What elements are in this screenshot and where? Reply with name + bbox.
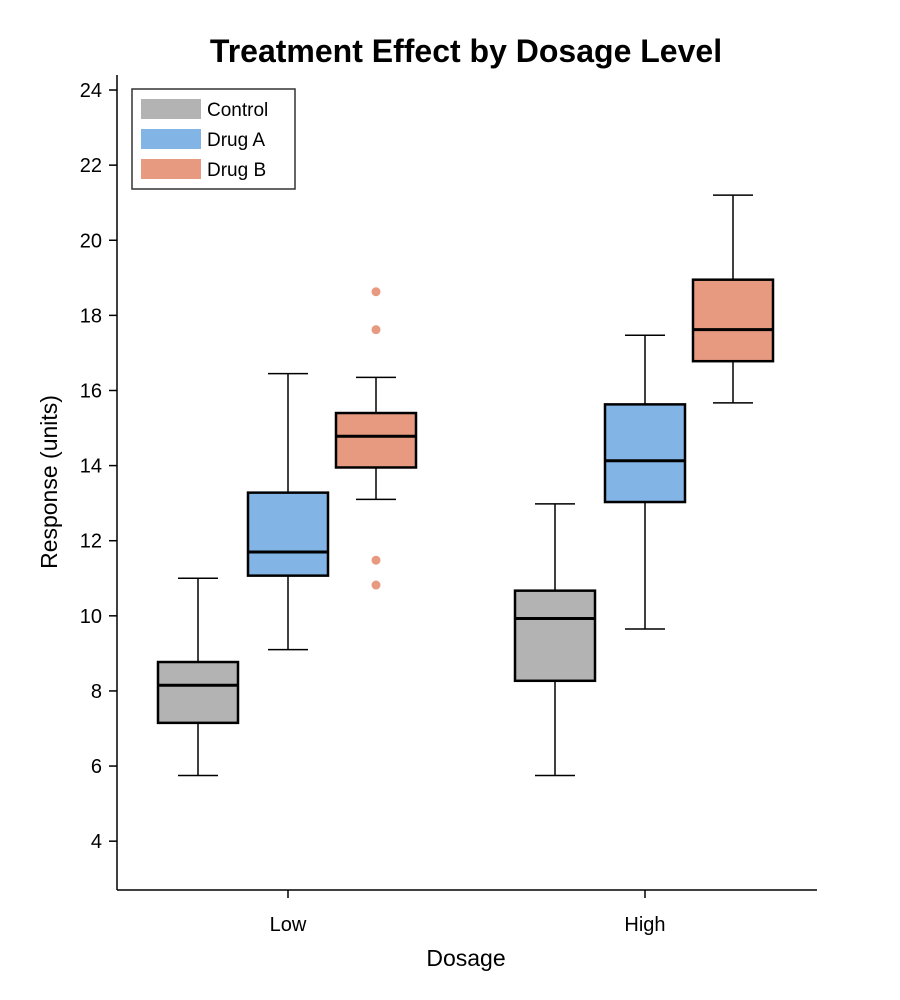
y-tick-label: 10 bbox=[80, 606, 102, 628]
box-control-high bbox=[513, 503, 597, 777]
iqr-box bbox=[691, 278, 775, 363]
legend-label: Drug B bbox=[207, 160, 266, 181]
y-tick-label: 20 bbox=[80, 230, 102, 252]
box-drug-b-high bbox=[691, 194, 775, 404]
outlier-point bbox=[371, 555, 381, 565]
x-axis-label: Dosage bbox=[426, 945, 505, 971]
y-tick-label: 4 bbox=[91, 831, 102, 853]
y-tick-label: 16 bbox=[80, 380, 102, 402]
legend-swatch bbox=[141, 99, 201, 119]
legend: Control Drug A Drug B bbox=[131, 88, 296, 190]
chart-title: Treatment Effect by Dosage Level bbox=[210, 33, 722, 69]
x-tick-label: Low bbox=[270, 914, 307, 936]
y-tick-label: 8 bbox=[91, 681, 102, 703]
legend-swatch bbox=[141, 129, 201, 149]
plot-area bbox=[156, 194, 775, 777]
y-tick-label: 12 bbox=[80, 531, 102, 553]
y-axis-ticks: 4 6 8 10 12 14 16 18 20 22 24 bbox=[80, 80, 117, 853]
y-tick-label: 24 bbox=[80, 80, 102, 102]
outlier-point bbox=[371, 580, 381, 590]
y-tick-label: 14 bbox=[80, 456, 102, 478]
iqr-box bbox=[513, 589, 597, 683]
x-tick-label: High bbox=[624, 914, 665, 936]
legend-swatch bbox=[141, 159, 201, 179]
legend-label: Drug A bbox=[207, 130, 265, 151]
y-tick-label: 18 bbox=[80, 305, 102, 327]
box-drug-a-low bbox=[246, 372, 330, 651]
box-drug-b-low bbox=[334, 287, 418, 590]
y-tick-label: 6 bbox=[91, 756, 102, 778]
y-tick-label: 22 bbox=[80, 155, 102, 177]
iqr-box bbox=[603, 403, 687, 504]
outlier-point bbox=[371, 325, 381, 335]
box-drug-a-high bbox=[603, 334, 687, 630]
iqr-box bbox=[246, 491, 330, 577]
box-control-low bbox=[156, 577, 240, 777]
legend-label: Control bbox=[207, 100, 268, 121]
iqr-box bbox=[334, 411, 418, 469]
x-axis-ticks: Low High bbox=[270, 890, 666, 936]
y-axis-label: Response (units) bbox=[36, 395, 62, 569]
outlier-point bbox=[371, 287, 381, 297]
iqr-box bbox=[156, 660, 240, 725]
